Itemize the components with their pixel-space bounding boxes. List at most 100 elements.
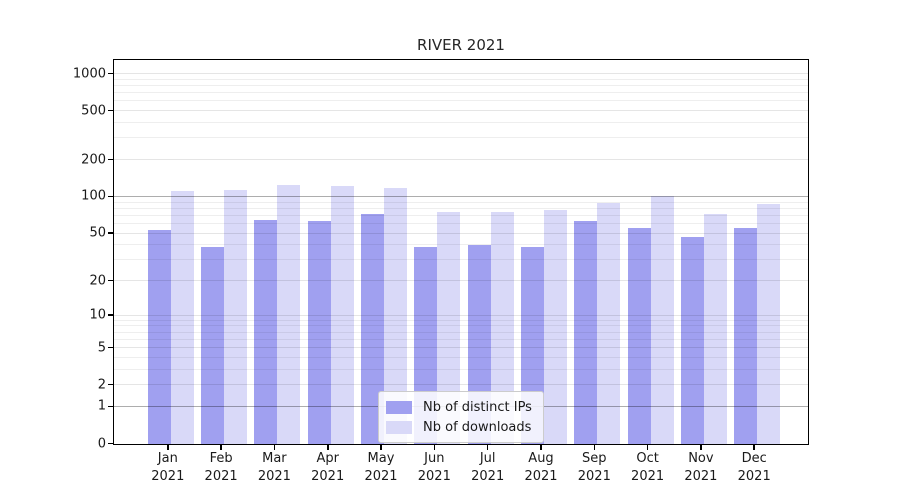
strong-gridline [114,195,808,197]
x-tick [540,444,542,450]
x-tick [593,444,595,450]
y-axis-label: 2 [97,377,106,393]
x-tick [700,444,702,450]
minor-gridline [114,338,808,340]
x-axis-label-line: Apr [316,451,339,466]
x-tick [646,444,649,450]
minor-gridline [114,122,808,123]
minor-gridline [114,331,808,333]
bar-downloads [597,202,621,444]
x-axis-label-line: 2021 [631,469,665,484]
y-tick [108,72,113,75]
x-tick [220,444,222,450]
minor-gridline [114,244,808,246]
y-axis-label: 5 [97,340,106,356]
legend-row: Nb of distinct IPs [386,397,535,417]
y-axis-label: 1 [97,398,106,414]
x-axis-label-line: 2021 [684,469,718,484]
x-axis-label-line: 2021 [364,469,398,484]
x-axis-label-line: Dec [741,451,767,466]
x-axis-label-line: Aug [528,451,554,466]
major-gridline [114,73,808,74]
x-axis-label-line: Mar [262,451,287,466]
minor-gridline [114,356,808,358]
bar-downloads [490,212,514,444]
minor-gridline [114,201,808,203]
major-gridline [114,159,808,160]
x-axis-label: Jan 2021 [136,450,200,486]
legend-label: Nb of distinct IPs [423,399,532,415]
y-axis-label: 0 [97,436,106,451]
y-tick [108,346,113,349]
x-axis-label: Apr 2021 [296,450,360,486]
x-tick [167,444,169,450]
x-axis-label: Nov 2021 [669,450,733,486]
bar-distinct-ips [201,246,225,444]
bar-downloads [703,214,727,444]
legend-swatch-downloads [386,420,412,434]
x-tick [380,444,382,450]
bar-distinct-ips [254,219,278,444]
x-axis-label: Jul 2021 [456,450,520,486]
y-tick [108,232,113,234]
legend: Nb of distinct IPs Nb of downloads [378,391,544,443]
bar-downloads [277,184,301,444]
x-axis-label-line: Jul [479,451,496,466]
y-tick [108,442,113,445]
x-tick [273,444,276,450]
y-axis-label: 50 [89,225,106,241]
x-axis-label-line: 2021 [311,469,345,484]
plot-inner: Nb of distinct IPs Nb of downloads [114,60,808,444]
major-gridline [114,347,808,349]
major-gridline [114,232,808,234]
minor-gridline [114,214,808,216]
minor-gridline [114,92,808,94]
legend-row: Nb of downloads [386,417,535,437]
x-axis-label-line: 2021 [577,469,611,484]
minor-gridline [114,222,808,224]
y-tick [108,279,113,282]
x-axis-label-line: 2021 [151,469,185,484]
legend-label: Nb of downloads [423,419,532,435]
minor-gridline [114,259,808,261]
x-axis-label: Aug 2021 [509,450,573,486]
x-axis-label-line: 2021 [417,469,451,484]
major-gridline [114,384,808,386]
y-axis-label: 10 [89,307,106,323]
chart-title: RIVER 2021 [417,36,505,54]
x-axis-label-line: 2021 [257,469,291,484]
bar-downloads [650,195,674,444]
major-gridline [114,280,808,281]
bar-downloads [224,190,248,444]
x-axis-label-line: Jun [424,451,445,466]
bar-downloads [437,212,461,444]
x-axis-label: Jun 2021 [402,450,466,486]
y-tick [108,314,113,316]
y-tick [108,383,113,386]
bar-distinct-ips [147,230,171,444]
x-axis-label: Dec 2021 [722,450,786,486]
x-axis-label-line: Sep [582,451,607,466]
y-axis-label: 1000 [72,66,106,81]
bar-distinct-ips [361,214,384,444]
minor-gridline [114,100,808,102]
minor-gridline [114,319,808,321]
x-axis-label-line: 2021 [524,469,558,484]
y-axis-label: 100 [81,188,106,204]
y-tick [108,195,113,198]
minor-gridline [114,368,808,370]
minor-gridline [114,207,808,209]
x-axis-label: Oct 2021 [616,450,680,486]
x-axis-label-line: Feb [209,451,233,466]
x-axis-label-line: May [367,451,395,466]
major-gridline [114,314,808,316]
x-axis-label: Sep 2021 [562,450,626,486]
bar-distinct-ips [627,227,651,444]
bar-distinct-ips [734,228,758,444]
y-axis-label: 20 [89,273,106,288]
x-axis-label: May 2021 [349,450,413,486]
x-axis-label-line: 2021 [204,469,238,484]
bar-distinct-ips [680,236,704,444]
x-tick [433,444,436,450]
